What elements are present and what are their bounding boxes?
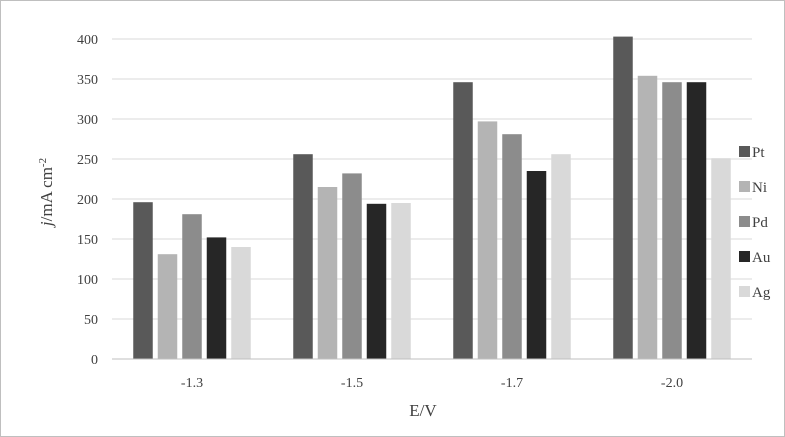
bar-series bbox=[133, 36, 731, 360]
bar-ag-4 bbox=[711, 158, 731, 359]
bar-ni-2 bbox=[317, 187, 338, 359]
bar-pd-4 bbox=[662, 82, 682, 359]
y-axis-title-exponent: -2 bbox=[37, 158, 49, 167]
y-tick-label: 150 bbox=[77, 233, 98, 248]
legend-swatch-pd bbox=[739, 216, 750, 227]
y-tick-label: 50 bbox=[84, 313, 98, 328]
legend-label-pd: Pd bbox=[752, 215, 768, 231]
bar-pd-1 bbox=[182, 214, 202, 359]
x-tick-label: -1.5 bbox=[341, 376, 363, 391]
bar-ag-2 bbox=[391, 203, 411, 359]
bar-au-3 bbox=[526, 171, 547, 359]
y-tick-label: 200 bbox=[77, 193, 98, 208]
bar-au-4 bbox=[686, 82, 707, 359]
bar-au-2 bbox=[366, 203, 387, 359]
x-tick-label: -1.7 bbox=[501, 376, 523, 391]
bar-pt-4 bbox=[613, 36, 633, 359]
legend-swatch-ag bbox=[739, 286, 750, 297]
bar-ag-1 bbox=[231, 247, 251, 359]
legend: Pt Ni Pd Au Ag bbox=[739, 145, 771, 301]
y-axis-ticks: 0 50 100 150 200 250 300 350 400 bbox=[77, 33, 98, 368]
x-tick-label: -1.3 bbox=[181, 376, 203, 391]
y-tick-label: 400 bbox=[77, 33, 98, 48]
legend-label-ni: Ni bbox=[752, 180, 767, 196]
bar-ni-1 bbox=[157, 254, 178, 359]
legend-swatch-au bbox=[739, 251, 750, 262]
y-tick-label: 250 bbox=[77, 153, 98, 168]
y-tick-label: 300 bbox=[77, 113, 98, 128]
bar-ag-3 bbox=[551, 154, 571, 359]
legend-label-au: Au bbox=[752, 250, 771, 266]
y-axis-title: j/mA cm-2 bbox=[37, 158, 56, 228]
y-axis-title-symbol: j bbox=[37, 221, 56, 228]
x-axis-title: E/V bbox=[409, 401, 437, 420]
bar-au-1 bbox=[206, 237, 227, 359]
legend-swatch-ni bbox=[739, 181, 750, 192]
bar-pt-1 bbox=[133, 202, 153, 359]
y-tick-label: 0 bbox=[91, 353, 98, 368]
y-axis-title-units: /mA cm bbox=[37, 167, 56, 221]
bar-pd-2 bbox=[342, 173, 362, 359]
bar-pt-2 bbox=[293, 154, 313, 359]
y-tick-label: 100 bbox=[77, 273, 98, 288]
bar-ni-3 bbox=[477, 121, 498, 360]
bar-pt-3 bbox=[453, 82, 473, 359]
bar-pd-3 bbox=[502, 134, 522, 359]
bar-ni-4 bbox=[637, 75, 658, 360]
legend-label-ag: Ag bbox=[752, 285, 771, 301]
legend-label-pt: Pt bbox=[752, 145, 765, 161]
x-axis-ticks: -1.3 -1.5 -1.7 -2.0 bbox=[181, 376, 683, 391]
y-tick-label: 350 bbox=[77, 73, 98, 88]
x-tick-label: -2.0 bbox=[661, 376, 683, 391]
legend-swatch-pt bbox=[739, 146, 750, 157]
